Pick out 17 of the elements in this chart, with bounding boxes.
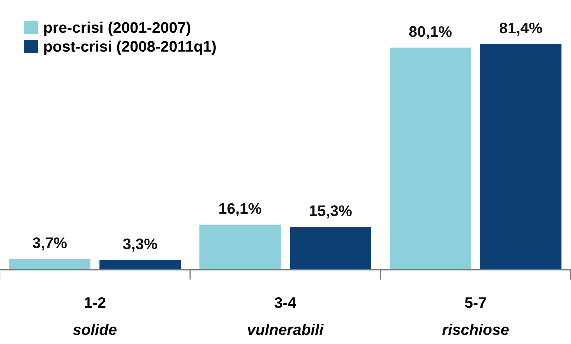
legend-label: pre-crisi (2001-2007) <box>44 22 191 36</box>
bar <box>9 259 91 270</box>
bar <box>200 224 281 270</box>
data-label: 16,1% <box>220 203 262 216</box>
bar <box>290 227 372 270</box>
data-label: 15,3% <box>310 206 352 219</box>
x-tick-label: 5-7 rischiose <box>442 298 509 336</box>
bar <box>480 44 562 270</box>
data-label: 3,3% <box>123 238 158 252</box>
x-tick-label: 1-2 solide <box>73 297 117 336</box>
data-label: 80,1% <box>409 26 452 40</box>
bar <box>100 260 182 270</box>
data-label: 3,7% <box>32 238 67 251</box>
legend-label: post-crisi (2008-2011q1) <box>44 40 216 56</box>
data-label: 81,4% <box>500 22 542 36</box>
bar <box>390 48 472 270</box>
x-tick-label: 3-4 vulnerabili <box>248 297 324 336</box>
